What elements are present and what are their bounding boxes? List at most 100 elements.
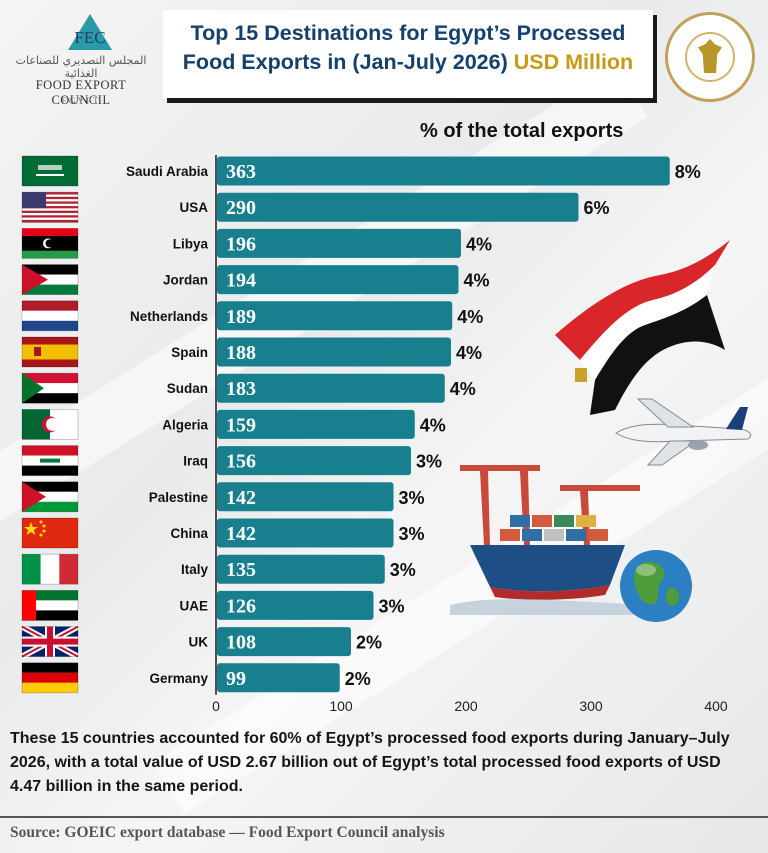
value-label: 156	[226, 451, 256, 473]
value-label: 363	[226, 161, 256, 183]
uae-flag-icon	[21, 590, 79, 621]
germany-flag-icon	[21, 662, 79, 694]
algeria-flag-icon	[21, 408, 79, 440]
bar-sudan	[217, 373, 445, 403]
value-label: 108	[226, 632, 256, 654]
x-tick-label: 100	[329, 698, 353, 714]
title-line-2: Food Exports in (Jan-July 2026) USD Mill…	[175, 48, 641, 77]
netherlands-flag-icon	[21, 300, 79, 332]
share-label: 2%	[356, 633, 382, 653]
share-label: 4%	[450, 379, 476, 399]
value-label: 189	[226, 306, 256, 328]
logo-arabic-name: المجلس التصديري للصناعات الغذائية	[15, 54, 147, 80]
value-label: 142	[226, 523, 256, 545]
x-axis: 0 100 200 300 400	[212, 155, 728, 714]
bar-jordan	[217, 265, 459, 295]
value-label: 142	[226, 487, 256, 509]
italy-flag-icon	[21, 553, 79, 585]
value-label: 135	[226, 559, 256, 581]
bar-china	[217, 518, 394, 548]
bar-uae	[217, 590, 374, 620]
title-line-1: Top 15 Destinations for Egypt’s Processe…	[190, 21, 626, 45]
share-label: 4%	[464, 271, 490, 291]
value-label: 126	[226, 595, 256, 617]
category-label: Italy	[181, 562, 209, 577]
share-label: 4%	[466, 234, 492, 254]
category-label: Libya	[173, 236, 209, 251]
jordan-flag-icon	[21, 264, 79, 296]
category-label: Sudan	[167, 381, 208, 396]
share-label: 4%	[456, 343, 482, 363]
share-label: 4%	[420, 415, 446, 435]
category-label: Germany	[149, 671, 208, 686]
share-label: 4%	[457, 307, 483, 327]
bars-layer: Saudi Arabia 363 8% USA 290 6% Libya 196 4% Jorda…	[126, 156, 701, 693]
share-header: % of the total exports	[420, 120, 624, 142]
x-tick-label: 0	[212, 698, 220, 714]
category-label: Algeria	[162, 417, 208, 432]
logo-mark: FEC	[74, 28, 106, 47]
flags-column	[20, 155, 80, 694]
bar-palestine	[217, 482, 394, 512]
share-label: 3%	[390, 560, 416, 580]
title-box: Top 15 Destinations for Egypt’s Processe…	[163, 10, 653, 98]
value-label: 183	[226, 378, 256, 400]
x-tick-label: 400	[704, 698, 728, 714]
uk-flag-icon	[20, 623, 80, 660]
bar-spain	[217, 337, 451, 367]
value-label: 159	[226, 414, 256, 436]
category-label: UK	[189, 635, 209, 650]
category-label: China	[170, 526, 208, 541]
egypt-flag-wave-icon	[555, 240, 730, 415]
bar-iraq	[217, 446, 411, 476]
fec-logo: FEC المجلس التصديري للصناعات الغذائية FO…	[6, 10, 156, 110]
source-text: Source: GOEIC export database — Food Exp…	[10, 824, 445, 841]
iraq-flag-icon	[21, 445, 79, 477]
saudi-flag-icon	[21, 155, 79, 187]
x-tick-label: 200	[454, 698, 478, 714]
libya-flag-icon	[21, 227, 79, 259]
value-label: 188	[226, 342, 256, 364]
spain-flag-icon	[21, 336, 79, 368]
value-label: 194	[226, 270, 256, 292]
category-label: Netherlands	[130, 309, 208, 324]
category-label: Saudi Arabia	[126, 164, 209, 179]
share-label: 3%	[399, 524, 425, 544]
summary-text: These 15 countries accounted for 60% of …	[10, 730, 730, 795]
category-label: USA	[179, 200, 208, 215]
logo-country: EGYPT	[61, 96, 101, 106]
category-label: Iraq	[183, 454, 208, 469]
value-label: 196	[226, 233, 256, 255]
bar-netherlands	[217, 301, 453, 331]
share-label: 3%	[379, 596, 405, 616]
bar-usa	[217, 192, 579, 222]
palestine-flag-icon	[21, 481, 79, 513]
share-label: 3%	[399, 488, 425, 508]
title-line-2-main: Food Exports in (Jan-July 2026)	[182, 50, 508, 74]
cargo-ship-icon	[450, 465, 650, 615]
logo-english-name: FOOD EXPORT COUNCIL	[35, 78, 127, 107]
title-unit: USD Million	[513, 50, 634, 74]
bar-italy	[217, 554, 385, 584]
bar-germany	[217, 663, 340, 693]
share-label: 3%	[416, 452, 442, 472]
share-label: 8%	[675, 162, 701, 182]
sudan-flag-icon	[21, 372, 79, 404]
globe-icon	[620, 550, 692, 622]
value-label: 99	[226, 668, 246, 690]
category-label: Spain	[171, 345, 208, 360]
bar-algeria	[217, 409, 415, 439]
usa-flag-icon	[21, 191, 79, 223]
footer-divider	[0, 816, 768, 818]
bar-libya	[217, 228, 461, 258]
bar-saudi-arabia	[217, 156, 670, 186]
category-label: Jordan	[163, 273, 208, 288]
category-label: Palestine	[149, 490, 209, 505]
bar-uk	[217, 627, 351, 657]
value-label: 290	[226, 197, 256, 219]
airplane-icon	[615, 398, 752, 466]
ministry-seal-icon	[665, 12, 755, 102]
x-tick-label: 300	[579, 698, 603, 714]
china-flag-icon	[21, 517, 79, 549]
